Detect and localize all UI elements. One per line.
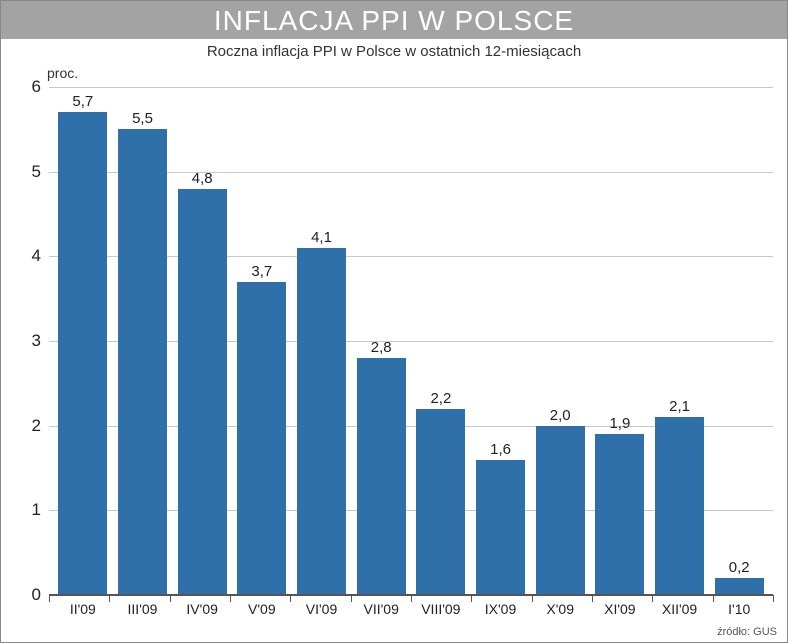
chart-subtitle: Roczna inflacja PPI w Polsce w ostatnich… xyxy=(1,43,787,60)
bar-rect xyxy=(178,189,227,595)
chart-plot-area: 0123456 5,7II'095,5III'094,8IV'093,7V'09… xyxy=(49,87,773,595)
bar-value-label: 2,1 xyxy=(669,398,690,415)
x-tick-mark xyxy=(230,595,231,602)
y-tick-label: 5 xyxy=(19,162,49,182)
chart-title-bar: INFLACJA PPI W POLSCE xyxy=(1,1,787,39)
bar-slot: 2,8VII'09 xyxy=(351,87,411,595)
x-tick-mark xyxy=(532,595,533,602)
x-tick-label: XI'09 xyxy=(604,601,635,617)
bar-slot: 4,1VI'09 xyxy=(292,87,352,595)
y-tick-label: 0 xyxy=(19,585,49,605)
chart-title: INFLACJA PPI W POLSCE xyxy=(214,5,574,36)
bar-rect xyxy=(357,358,406,595)
bar-rect xyxy=(58,112,107,595)
bar-value-label: 1,6 xyxy=(490,441,511,458)
x-tick-label: V'09 xyxy=(248,601,276,617)
x-tick-mark xyxy=(652,595,653,602)
x-tick-label: III'09 xyxy=(128,601,158,617)
bar-value-label: 3,7 xyxy=(251,263,272,280)
x-tick-mark xyxy=(290,595,291,602)
bar-slot: 4,8IV'09 xyxy=(172,87,232,595)
x-tick-label: I'10 xyxy=(728,601,750,617)
x-tick-label: X'09 xyxy=(546,601,574,617)
source-text: źródło: GUS xyxy=(717,626,777,638)
bar-value-label: 5,5 xyxy=(132,110,153,127)
bar-value-label: 1,9 xyxy=(609,415,630,432)
x-tick-mark xyxy=(411,595,412,602)
bar-rect xyxy=(237,282,286,595)
x-tick-mark xyxy=(592,595,593,602)
x-tick-mark xyxy=(109,595,110,602)
bar-rect xyxy=(595,434,644,595)
bar-rect xyxy=(416,409,465,595)
bar-slot: 3,7V'09 xyxy=(232,87,292,595)
bar-value-label: 4,8 xyxy=(192,170,213,187)
bar-rect xyxy=(118,129,167,595)
y-tick-label: 3 xyxy=(19,331,49,351)
y-tick-label: 4 xyxy=(19,246,49,266)
bar-slot: 2,1XII'09 xyxy=(650,87,710,595)
bar-value-label: 2,0 xyxy=(550,407,571,424)
x-tick-mark xyxy=(471,595,472,602)
y-tick-label: 6 xyxy=(19,77,49,97)
bar-value-label: 0,2 xyxy=(729,559,750,576)
bar-value-label: 2,2 xyxy=(430,390,451,407)
x-tick-mark xyxy=(773,595,774,602)
x-tick-label: VII'09 xyxy=(364,601,399,617)
x-tick-mark xyxy=(351,595,352,602)
y-axis-unit-label: proc. xyxy=(47,65,78,81)
bar-value-label: 2,8 xyxy=(371,339,392,356)
x-tick-label: II'09 xyxy=(70,601,96,617)
x-tick-label: VIII'09 xyxy=(421,601,460,617)
x-tick-label: XII'09 xyxy=(662,601,697,617)
y-tick-label: 1 xyxy=(19,500,49,520)
bar-slot: 5,7II'09 xyxy=(53,87,113,595)
bar-slot: 5,5III'09 xyxy=(113,87,173,595)
bar-slot: 1,6IX'09 xyxy=(471,87,531,595)
bar-rect xyxy=(297,248,346,595)
x-tick-label: IX'09 xyxy=(485,601,516,617)
x-tick-mark xyxy=(49,595,50,602)
bar-slot: 2,0X'09 xyxy=(530,87,590,595)
bar-rect xyxy=(536,426,585,595)
bar-slot: 1,9XI'09 xyxy=(590,87,650,595)
bar-rect xyxy=(476,460,525,595)
x-tick-label: IV'09 xyxy=(186,601,217,617)
x-tick-label: VI'09 xyxy=(306,601,337,617)
bar-slot: 2,2VIII'09 xyxy=(411,87,471,595)
bar-value-label: 4,1 xyxy=(311,229,332,246)
x-tick-mark xyxy=(170,595,171,602)
bar-value-label: 5,7 xyxy=(72,93,93,110)
bar-slot: 0,2I'10 xyxy=(709,87,769,595)
x-tick-mark xyxy=(713,595,714,602)
bars-container: 5,7II'095,5III'094,8IV'093,7V'094,1VI'09… xyxy=(49,87,773,595)
bar-rect xyxy=(715,578,764,595)
bar-rect xyxy=(655,417,704,595)
y-tick-label: 2 xyxy=(19,416,49,436)
